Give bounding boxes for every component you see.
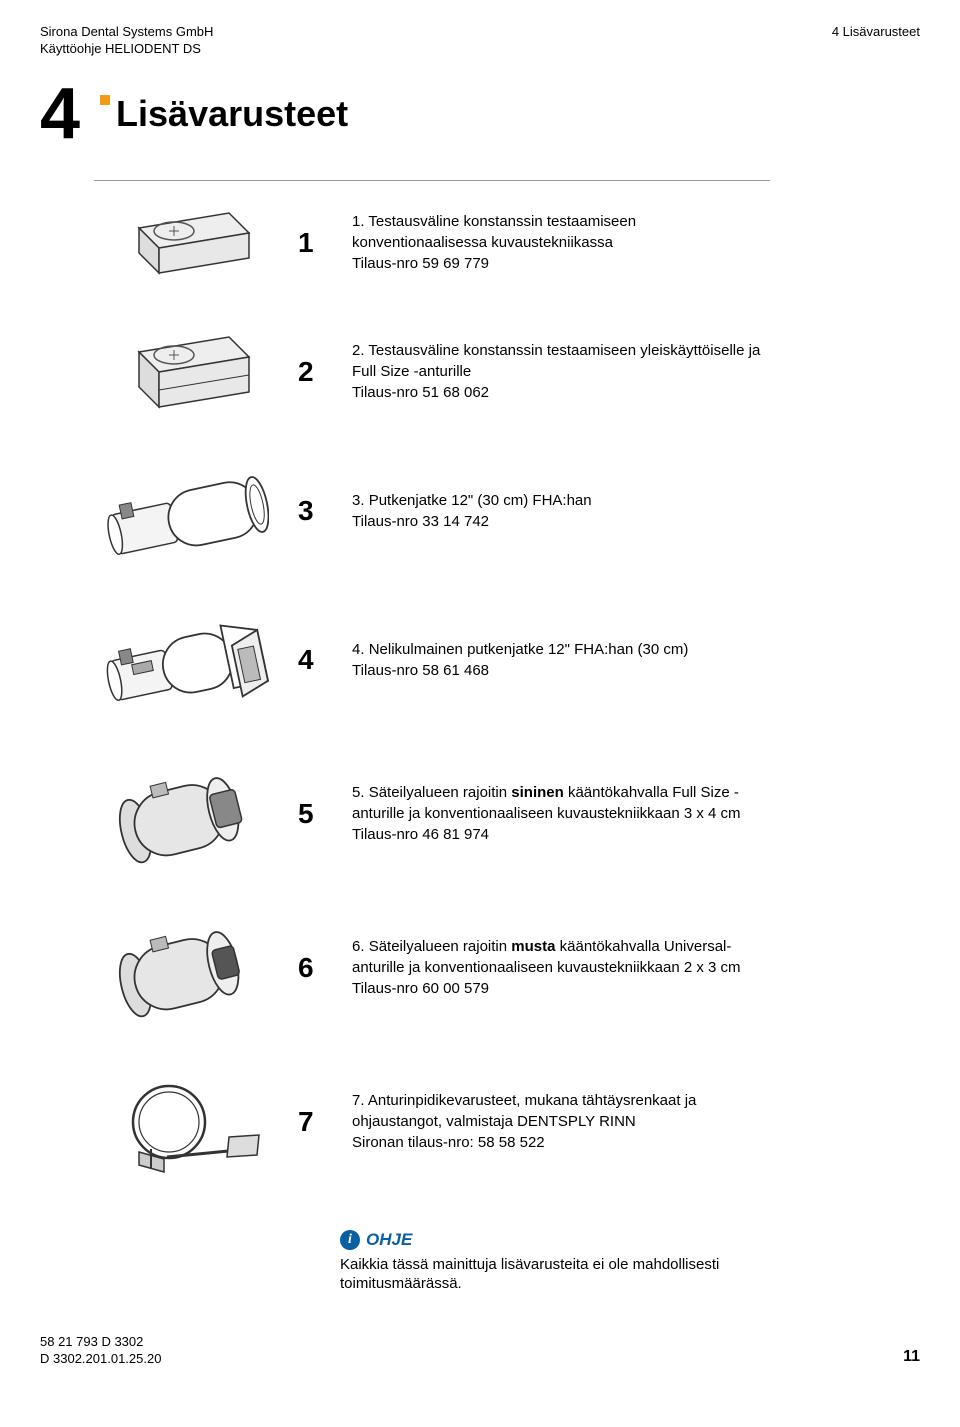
item-number: 7 — [298, 1104, 328, 1140]
item-number: 6 — [298, 950, 328, 986]
item-text: 3. Putkenjatke 12" (30 cm) FHA:han Tilau… — [352, 490, 770, 532]
footer-left: 58 21 793 D 3302 D 3302.201.01.25.20 — [40, 1334, 161, 1368]
item-number: 5 — [298, 796, 328, 832]
item-lead: 2. — [352, 342, 365, 359]
chapter-number: 4 — [40, 78, 80, 150]
item-text: 5. Säteilyalueen rajoitin sininen kääntö… — [352, 782, 770, 845]
note-label: OHJE — [366, 1229, 412, 1251]
list-item: 1 1. Testausväline konstanssin testaamis… — [94, 181, 770, 305]
item-desc-pre: Säteilyalueen rajoitin — [369, 784, 512, 801]
item-text: 6. Säteilyalueen rajoitin musta kääntöka… — [352, 936, 770, 999]
item-number: 2 — [298, 354, 328, 390]
item-order: Tilaus-nro 59 69 779 — [352, 253, 770, 274]
figure-collimator-black — [94, 913, 274, 1023]
list-item: 5 5. Säteilyalueen rajoitin sininen kään… — [94, 737, 770, 891]
item-lead: 5. — [352, 784, 365, 801]
note-heading: i OHJE — [340, 1229, 770, 1251]
figure-tube-extension-round — [94, 461, 274, 561]
item-desc-pre: Säteilyalueen rajoitin — [369, 938, 512, 955]
figure-test-tool-fullsize — [94, 327, 274, 417]
item-desc-bold: sininen — [511, 784, 564, 801]
list-item: 3 3. Putkenjatke 12" (30 cm) FHA:han Til… — [94, 439, 770, 583]
item-lead: 1. — [352, 213, 365, 230]
item-text: 7. Anturinpidikevarusteet, mukana tähtäy… — [352, 1090, 770, 1153]
header-left: Sirona Dental Systems GmbH Käyttöohje HE… — [40, 24, 213, 58]
item-lead: 6. — [352, 938, 365, 955]
chapter-title: Lisävarusteet — [116, 96, 348, 132]
page-number: 11 — [903, 1347, 920, 1368]
item-order: Sironan tilaus-nro: 58 58 522 — [352, 1132, 770, 1153]
item-desc: Putkenjatke 12" (30 cm) FHA:han — [369, 492, 592, 509]
list-item: 4 4. Nelikulmainen putkenjatke 12" FHA:h… — [94, 583, 770, 737]
info-icon: i — [340, 1230, 360, 1250]
item-text: 4. Nelikulmainen putkenjatke 12" FHA:han… — [352, 639, 770, 681]
item-lead: 4. — [352, 641, 365, 658]
accessory-list: 1 1. Testausväline konstanssin testaamis… — [94, 180, 770, 1199]
note-body: Kaikkia tässä mainittuja lisävarusteita … — [340, 1255, 770, 1294]
item-lead: 7. — [352, 1092, 365, 1109]
figure-collimator-blue — [94, 759, 274, 869]
figure-tube-extension-square — [94, 605, 274, 715]
list-item: 2 2. Testausväline konstanssin testaamis… — [94, 305, 770, 439]
item-order: Tilaus-nro 46 81 974 — [352, 824, 770, 845]
list-item: 7 7. Anturinpidikevarusteet, mukana täht… — [94, 1045, 770, 1199]
footer-doc-code-1: 58 21 793 D 3302 — [40, 1334, 161, 1351]
item-desc: Nelikulmainen putkenjatke 12" FHA:han (3… — [369, 641, 689, 658]
page-footer: 58 21 793 D 3302 D 3302.201.01.25.20 11 — [40, 1334, 920, 1368]
item-number: 1 — [298, 225, 328, 261]
footer-doc-code-2: D 3302.201.01.25.20 — [40, 1351, 161, 1368]
page-header: Sirona Dental Systems GmbH Käyttöohje HE… — [40, 24, 920, 58]
item-order: Tilaus-nro 51 68 062 — [352, 382, 770, 403]
figure-sensor-holder-kit — [94, 1067, 274, 1177]
note-block: i OHJE Kaikkia tässä mainittuja lisävaru… — [340, 1229, 770, 1294]
item-text: 2. Testausväline konstanssin testaamisee… — [352, 340, 770, 403]
item-order: Tilaus-nro 33 14 742 — [352, 511, 770, 532]
item-lead: 3. — [352, 492, 365, 509]
item-desc: Anturinpidikevarusteet, mukana tähtäysre… — [352, 1092, 696, 1130]
header-manual: Käyttöohje HELIODENT DS — [40, 41, 213, 58]
item-desc: Testausväline konstanssin testaamiseen k… — [352, 213, 636, 251]
item-number: 4 — [298, 642, 328, 678]
list-item: 6 6. Säteilyalueen rajoitin musta kääntö… — [94, 891, 770, 1045]
figure-test-tool-conventional — [94, 203, 274, 283]
item-text: 1. Testausväline konstanssin testaamisee… — [352, 211, 770, 274]
item-desc-bold: musta — [511, 938, 555, 955]
header-company: Sirona Dental Systems GmbH — [40, 24, 213, 41]
item-order: Tilaus-nro 58 61 468 — [352, 660, 770, 681]
item-order: Tilaus-nro 60 00 579 — [352, 978, 770, 999]
header-right: 4 Lisävarusteet — [832, 24, 920, 58]
item-desc: Testausväline konstanssin testaamiseen y… — [352, 342, 760, 380]
item-number: 3 — [298, 493, 328, 529]
chapter-heading: 4 Lisävarusteet — [40, 78, 920, 150]
heading-accent-square — [100, 95, 110, 105]
